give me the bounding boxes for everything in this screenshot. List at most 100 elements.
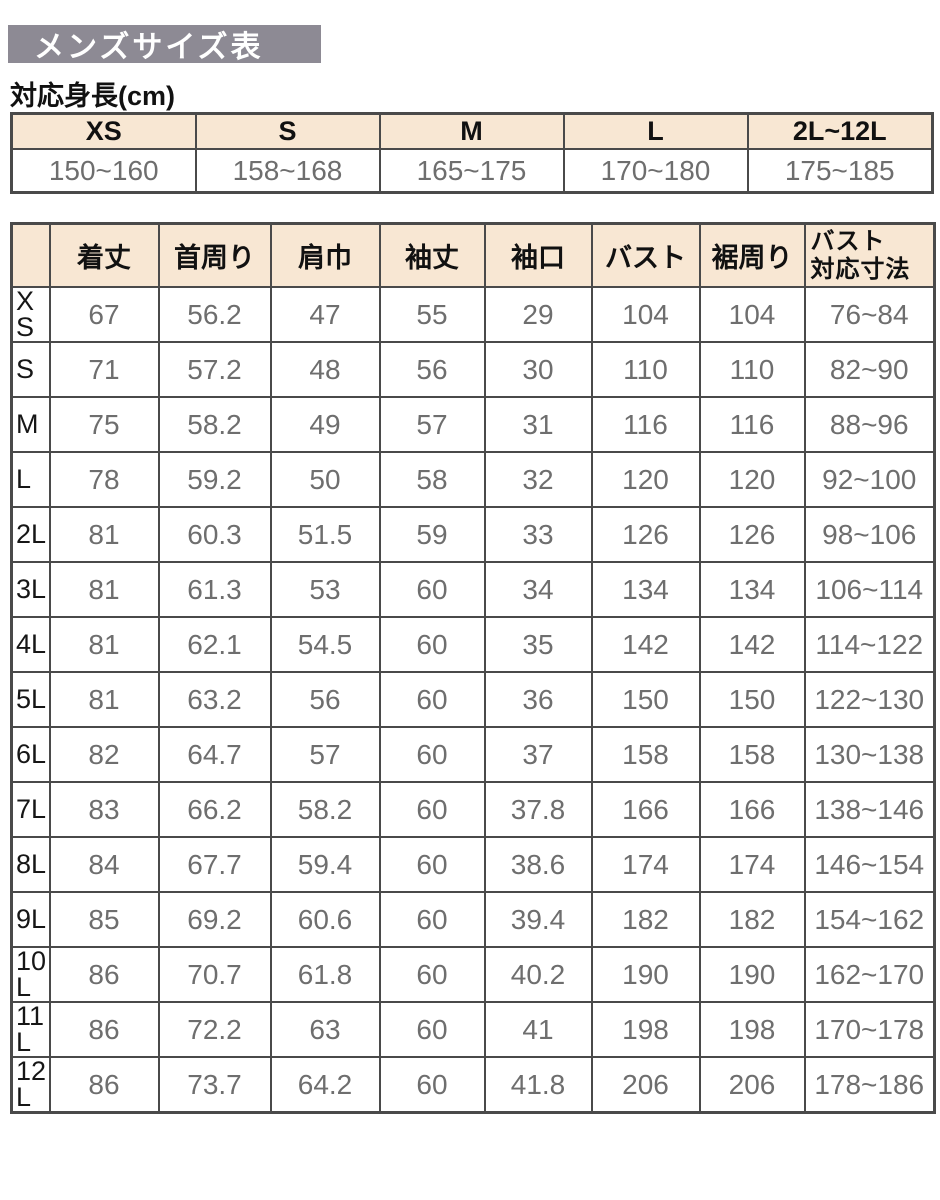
height-section-label: 対応身長(cm) (10, 81, 176, 111)
size-value: 60 (378, 616, 486, 673)
size-value: 56 (378, 341, 486, 398)
size-value: 83 (48, 781, 160, 838)
size-row-5l: 5L 81 63.2 56 60 36 150 150 122~130 (10, 671, 936, 728)
col-header-bust-range: バスト 対応寸法 (803, 222, 936, 288)
size-row-s: S 71 57.2 48 56 30 110 110 82~90 (10, 341, 936, 398)
size-value: 182 (590, 891, 701, 948)
size-value: 60 (378, 836, 486, 893)
size-value: 86 (48, 1056, 160, 1114)
size-value: 37.8 (483, 781, 593, 838)
size-value: 134 (590, 561, 701, 618)
size-value: 81 (48, 616, 160, 673)
size-value: 55 (378, 286, 486, 343)
size-value: 81 (48, 561, 160, 618)
size-value: 38.6 (483, 836, 593, 893)
size-table-corner-cell (10, 222, 51, 288)
size-label: 11L (10, 1001, 51, 1058)
size-value: 190 (698, 946, 806, 1003)
size-label: S (10, 341, 51, 398)
size-value: 64.7 (157, 726, 272, 783)
size-value: 60.6 (269, 891, 381, 948)
size-value: 57 (269, 726, 381, 783)
height-table-header-row: XS S M L 2L~12L (10, 112, 934, 150)
size-label: 6L (10, 726, 51, 783)
size-value: 142 (698, 616, 806, 673)
size-row-11l: 11L 86 72.2 63 60 41 198 198 170~178 (10, 1001, 936, 1058)
size-value: 166 (590, 781, 701, 838)
size-value: 104 (590, 286, 701, 343)
height-col-l: L (562, 112, 749, 150)
col-header-hem: 裾周り (698, 222, 806, 288)
size-value: 88~96 (803, 396, 936, 453)
size-value: 59 (378, 506, 486, 563)
size-value: 47 (269, 286, 381, 343)
size-value: 49 (269, 396, 381, 453)
size-row-6l: 6L 82 64.7 57 60 37 158 158 130~138 (10, 726, 936, 783)
size-label: L (10, 451, 51, 508)
size-value: 134 (698, 561, 806, 618)
size-value: 120 (698, 451, 806, 508)
size-value: 56.2 (157, 286, 272, 343)
size-value: 206 (590, 1056, 701, 1114)
size-value: 67.7 (157, 836, 272, 893)
size-label: XS (10, 286, 51, 343)
col-header-sleeve-length: 袖丈 (378, 222, 486, 288)
size-value: 126 (698, 506, 806, 563)
size-value: 126 (590, 506, 701, 563)
size-value: 36 (483, 671, 593, 728)
size-value: 92~100 (803, 451, 936, 508)
size-value: 158 (590, 726, 701, 783)
size-label: 4L (10, 616, 51, 673)
height-col-xs: XS (10, 112, 197, 150)
height-range-m: 165~175 (378, 148, 565, 194)
height-table: XS S M L 2L~12L 150~160 158~168 165~175 … (10, 112, 934, 194)
size-value: 29 (483, 286, 593, 343)
size-value: 206 (698, 1056, 806, 1114)
size-value: 35 (483, 616, 593, 673)
size-value: 174 (590, 836, 701, 893)
size-value: 98~106 (803, 506, 936, 563)
size-value: 41.8 (483, 1056, 593, 1114)
size-value: 60 (378, 671, 486, 728)
size-value: 150 (698, 671, 806, 728)
size-value: 64.2 (269, 1056, 381, 1114)
size-row-3l: 3L 81 61.3 53 60 34 134 134 106~114 (10, 561, 936, 618)
size-label: 2L (10, 506, 51, 563)
size-value: 40.2 (483, 946, 593, 1003)
size-label: 9L (10, 891, 51, 948)
size-value: 60 (378, 1001, 486, 1058)
size-value: 58 (378, 451, 486, 508)
size-value: 48 (269, 341, 381, 398)
size-table: 着丈 首周り 肩巾 袖丈 袖口 バスト 裾周り バスト 対応寸法 XS 67 56.… (10, 222, 936, 1114)
size-value: 72.2 (157, 1001, 272, 1058)
col-header-shoulder: 肩巾 (269, 222, 381, 288)
size-value: 60 (378, 561, 486, 618)
size-value: 33 (483, 506, 593, 563)
size-value: 170~178 (803, 1001, 936, 1058)
size-label: 7L (10, 781, 51, 838)
height-range-s: 158~168 (194, 148, 381, 194)
size-row-8l: 8L 84 67.7 59.4 60 38.6 174 174 146~154 (10, 836, 936, 893)
height-col-m: M (378, 112, 565, 150)
size-value: 69.2 (157, 891, 272, 948)
size-value: 114~122 (803, 616, 936, 673)
size-value: 32 (483, 451, 593, 508)
size-value: 146~154 (803, 836, 936, 893)
size-value: 106~114 (803, 561, 936, 618)
size-label: M (10, 396, 51, 453)
size-value: 178~186 (803, 1056, 936, 1114)
size-value: 51.5 (269, 506, 381, 563)
size-value: 57 (378, 396, 486, 453)
size-value: 63 (269, 1001, 381, 1058)
size-value: 58.2 (269, 781, 381, 838)
size-value: 110 (590, 341, 701, 398)
size-value: 162~170 (803, 946, 936, 1003)
size-value: 84 (48, 836, 160, 893)
size-value: 174 (698, 836, 806, 893)
size-value: 166 (698, 781, 806, 838)
col-header-cuff: 袖口 (483, 222, 593, 288)
size-value: 63.2 (157, 671, 272, 728)
size-value: 60.3 (157, 506, 272, 563)
col-header-body-length: 着丈 (48, 222, 160, 288)
